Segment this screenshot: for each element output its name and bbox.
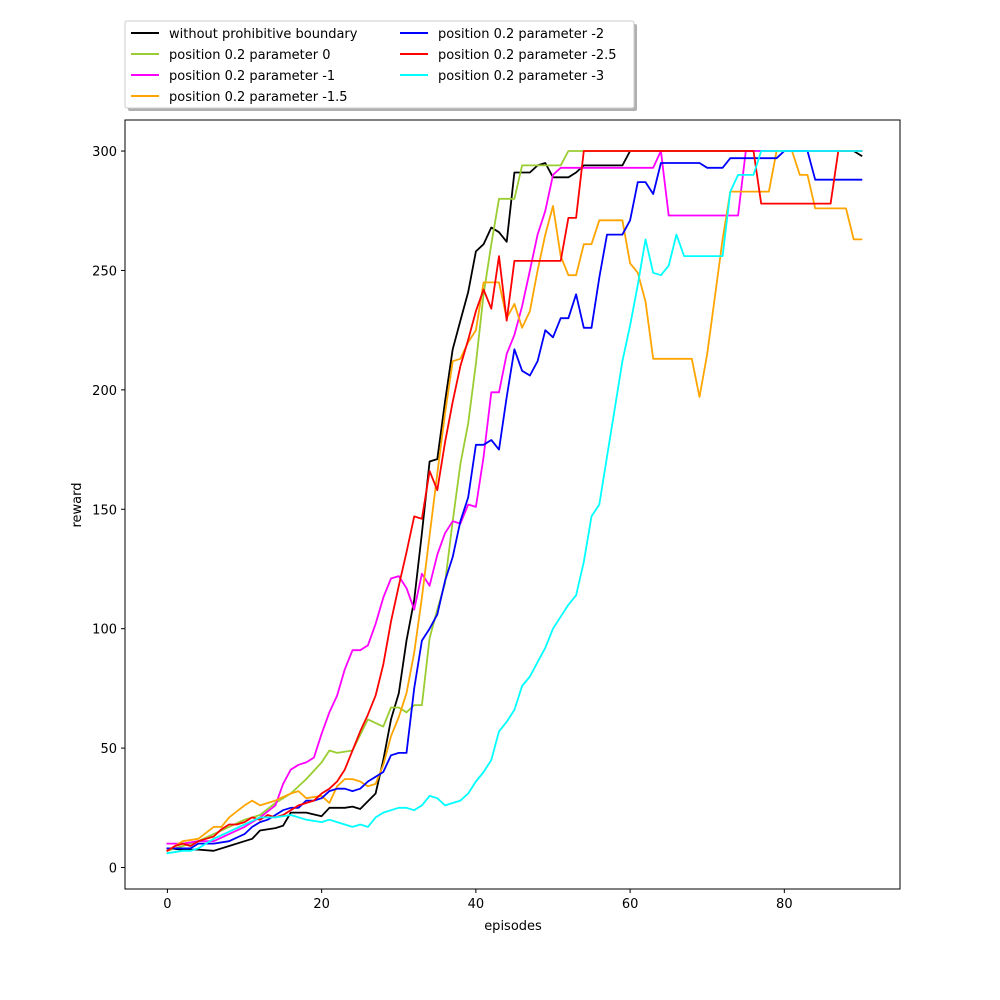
y-axis-label: reward <box>70 482 85 527</box>
y-tick-label: 50 <box>100 742 117 757</box>
legend-label: position 0.2 parameter -3 <box>438 69 604 84</box>
x-tick-label: 0 <box>163 897 171 912</box>
legend-entry-2: position 0.2 parameter 0 <box>131 48 330 63</box>
axes-frame <box>124 119 901 890</box>
x-tick-label: 20 <box>313 897 330 912</box>
legend-label: position 0.2 parameter 0 <box>169 48 330 63</box>
legend-entry-1: without prohibitive boundary <box>131 27 358 42</box>
y-tick-label: 200 <box>92 384 117 399</box>
legend: without prohibitive boundary position 0.2… <box>124 20 637 111</box>
legend-entry-5: position 0.2 parameter -2 <box>400 27 604 42</box>
legend-label: position 0.2 parameter -2.5 <box>438 48 617 63</box>
legend-label: without prohibitive boundary <box>169 27 358 42</box>
y-tick-label: 250 <box>92 264 117 279</box>
axes: 0 20 40 60 80 0 50 100 150 200 250 300 <box>92 119 901 912</box>
series-line-6 <box>166 150 863 853</box>
y-tick-label: 300 <box>92 145 117 160</box>
series-lines <box>166 150 863 855</box>
x-tick-label: 80 <box>776 897 793 912</box>
series-line-4 <box>166 150 863 853</box>
x-tick-label: 60 <box>622 897 639 912</box>
legend-box <box>124 20 635 109</box>
legend-label: position 0.2 parameter -1.5 <box>169 90 348 105</box>
x-tick-label: 40 <box>468 897 485 912</box>
legend-entry-7: position 0.2 parameter -3 <box>400 69 604 84</box>
legend-entry-6: position 0.2 parameter -2.5 <box>400 48 617 63</box>
y-tick-label: 150 <box>92 503 117 518</box>
legend-label: position 0.2 parameter -1 <box>169 69 335 84</box>
series-line-7 <box>166 150 863 855</box>
y-tick-label: 0 <box>109 862 117 877</box>
legend-entry-4: position 0.2 parameter -1.5 <box>131 90 348 105</box>
legend-entry-3: position 0.2 parameter -1 <box>131 69 335 84</box>
y-tick-label: 100 <box>92 623 117 638</box>
x-axis-label: episodes <box>484 919 542 934</box>
legend-label: position 0.2 parameter -2 <box>438 27 604 42</box>
series-line-3 <box>166 150 863 845</box>
series-line-5 <box>166 150 863 850</box>
plot-area <box>166 150 863 855</box>
